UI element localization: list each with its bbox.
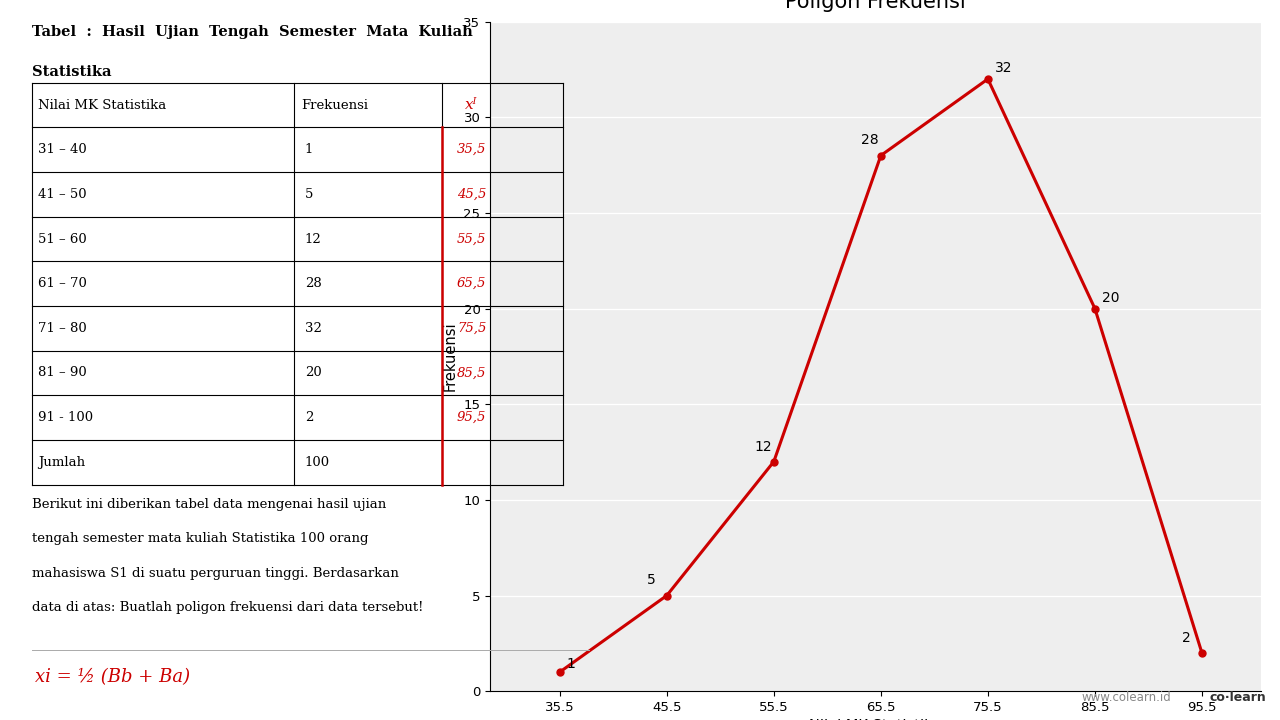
Text: 71 – 80: 71 – 80 — [38, 322, 87, 335]
Text: 20: 20 — [1102, 291, 1119, 305]
Text: xi = ½ (Bb + Ba): xi = ½ (Bb + Ba) — [35, 668, 189, 686]
Text: Berikut ini diberikan tabel data mengenai hasil ujian: Berikut ini diberikan tabel data mengena… — [32, 498, 387, 510]
Text: 41 – 50: 41 – 50 — [38, 188, 87, 201]
Text: 1: 1 — [305, 143, 314, 156]
Text: 28: 28 — [861, 133, 879, 148]
Text: co·learn: co·learn — [1210, 691, 1266, 704]
Text: 45,5: 45,5 — [457, 188, 486, 201]
Text: Jumlah: Jumlah — [38, 456, 86, 469]
Title: Poligon Frekuensi: Poligon Frekuensi — [785, 0, 966, 12]
Text: 81 – 90: 81 – 90 — [38, 366, 87, 379]
Text: 35,5: 35,5 — [457, 143, 486, 156]
Text: mahasiswa S1 di suatu perguruan tinggi. Berdasarkan: mahasiswa S1 di suatu perguruan tinggi. … — [32, 567, 399, 580]
Text: 91 - 100: 91 - 100 — [38, 411, 93, 424]
Text: 95,5: 95,5 — [457, 411, 486, 424]
Text: 12: 12 — [754, 439, 772, 454]
Text: Nilai MK Statistika: Nilai MK Statistika — [38, 99, 166, 112]
Text: 5: 5 — [648, 573, 657, 588]
Text: 1: 1 — [567, 657, 576, 671]
Text: 2: 2 — [1183, 631, 1192, 645]
Text: 20: 20 — [305, 366, 321, 379]
Text: 61 – 70: 61 – 70 — [38, 277, 87, 290]
Text: 5: 5 — [305, 188, 314, 201]
Text: 28: 28 — [305, 277, 321, 290]
Text: 55,5: 55,5 — [457, 233, 486, 246]
Text: 12: 12 — [305, 233, 321, 246]
Y-axis label: Frekuensi: Frekuensi — [443, 322, 458, 391]
Text: 31 – 40: 31 – 40 — [38, 143, 87, 156]
Text: Tabel  :  Hasil  Ujian  Tengah  Semester  Mata  Kuliah: Tabel : Hasil Ujian Tengah Semester Mata… — [32, 25, 472, 39]
Text: 51 – 60: 51 – 60 — [38, 233, 87, 246]
Text: 2: 2 — [305, 411, 314, 424]
Text: 32: 32 — [305, 322, 321, 335]
Text: xᴵ: xᴵ — [465, 98, 477, 112]
Text: 32: 32 — [995, 61, 1012, 75]
Text: Statistika: Statistika — [32, 65, 111, 78]
Text: 75,5: 75,5 — [457, 322, 486, 335]
Text: 85,5: 85,5 — [457, 366, 486, 379]
Text: 65,5: 65,5 — [457, 277, 486, 290]
Text: Frekuensi: Frekuensi — [301, 99, 367, 112]
Text: 100: 100 — [305, 456, 330, 469]
Text: data di atas: Buatlah poligon frekuensi dari data tersebut!: data di atas: Buatlah poligon frekuensi … — [32, 601, 424, 614]
Text: www.colearn.id: www.colearn.id — [1082, 691, 1171, 704]
Text: tengah semester mata kuliah Statistika 100 orang: tengah semester mata kuliah Statistika 1… — [32, 532, 369, 545]
